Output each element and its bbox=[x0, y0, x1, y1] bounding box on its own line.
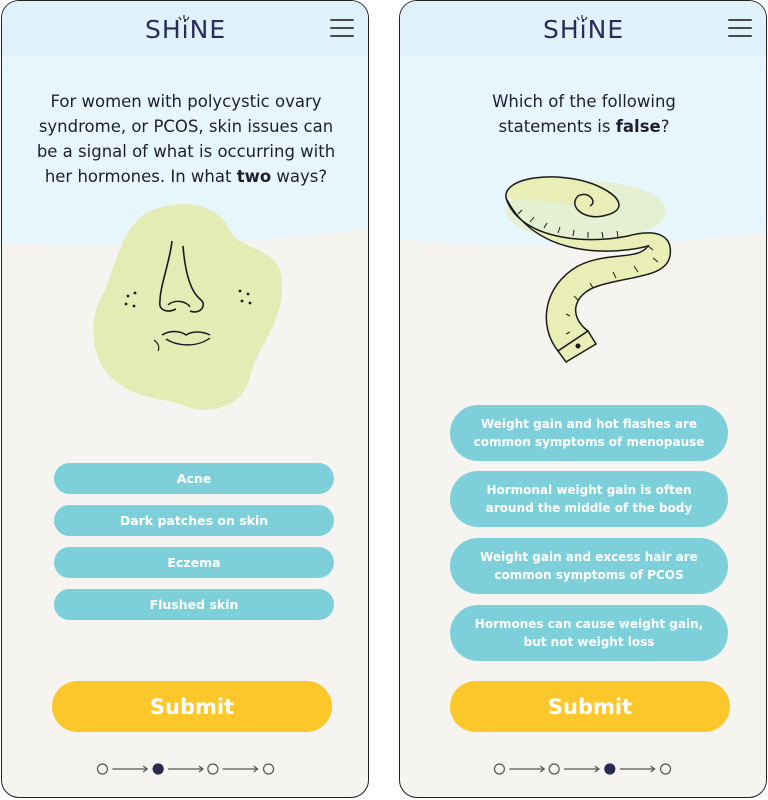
progress-indicator bbox=[493, 763, 672, 775]
app-header: SHiNE bbox=[400, 1, 766, 57]
progress-dot bbox=[659, 763, 672, 775]
logo-sparkle-icon bbox=[576, 15, 588, 21]
shine-logo[interactable]: SHiNE bbox=[543, 9, 623, 49]
progress-indicator bbox=[96, 763, 275, 775]
logo-text: SHiNE bbox=[145, 15, 227, 44]
answer-option-2[interactable]: Hormonal weight gain is often around the… bbox=[450, 471, 728, 527]
face-illustration bbox=[93, 203, 283, 410]
answer-option-4[interactable]: Hormones can cause weight gain, but not … bbox=[450, 605, 728, 661]
submit-button[interactable]: Submit bbox=[52, 681, 332, 732]
menu-icon[interactable] bbox=[728, 19, 752, 39]
answer-option-flushed-skin[interactable]: Flushed skin bbox=[54, 589, 334, 620]
progress-dot-active bbox=[152, 763, 164, 775]
answer-option-1[interactable]: Weight gain and hot flashes are common s… bbox=[450, 405, 728, 461]
logo-text: SHiNE bbox=[543, 15, 625, 44]
question-emphasis: two bbox=[236, 167, 272, 186]
progress-dot bbox=[262, 763, 275, 775]
quiz-screen-2: SHiNE Which of the following statements … bbox=[399, 0, 767, 798]
answer-option-dark-patches[interactable]: Dark patches on skin bbox=[54, 505, 334, 536]
question-text: Which of the following statements is fal… bbox=[492, 92, 676, 136]
progress-dot bbox=[96, 763, 109, 775]
submit-button[interactable]: Submit bbox=[450, 681, 730, 732]
progress-dot-active bbox=[604, 763, 616, 775]
header-background-wave bbox=[400, 1, 766, 246]
answer-option-3[interactable]: Weight gain and excess hair are common s… bbox=[450, 538, 728, 594]
answer-option-eczema[interactable]: Eczema bbox=[54, 547, 334, 578]
app-header: SHiNE bbox=[2, 1, 368, 57]
shine-logo[interactable]: SHiNE bbox=[145, 9, 225, 49]
question-emphasis: false bbox=[615, 117, 661, 136]
header-background-wave bbox=[2, 1, 368, 245]
progress-dot bbox=[493, 763, 506, 775]
menu-icon[interactable] bbox=[330, 19, 354, 39]
progress-dot bbox=[548, 763, 560, 775]
answer-option-acne[interactable]: Acne bbox=[54, 463, 334, 494]
quiz-screen-1: SHiNE For women with polycystic ovary sy… bbox=[1, 0, 369, 798]
logo-sparkle-icon bbox=[178, 15, 190, 21]
progress-dot bbox=[207, 763, 219, 775]
measuring-tape-illustration bbox=[505, 176, 672, 363]
question-text: For women with polycystic ovary syndrome… bbox=[36, 92, 336, 186]
